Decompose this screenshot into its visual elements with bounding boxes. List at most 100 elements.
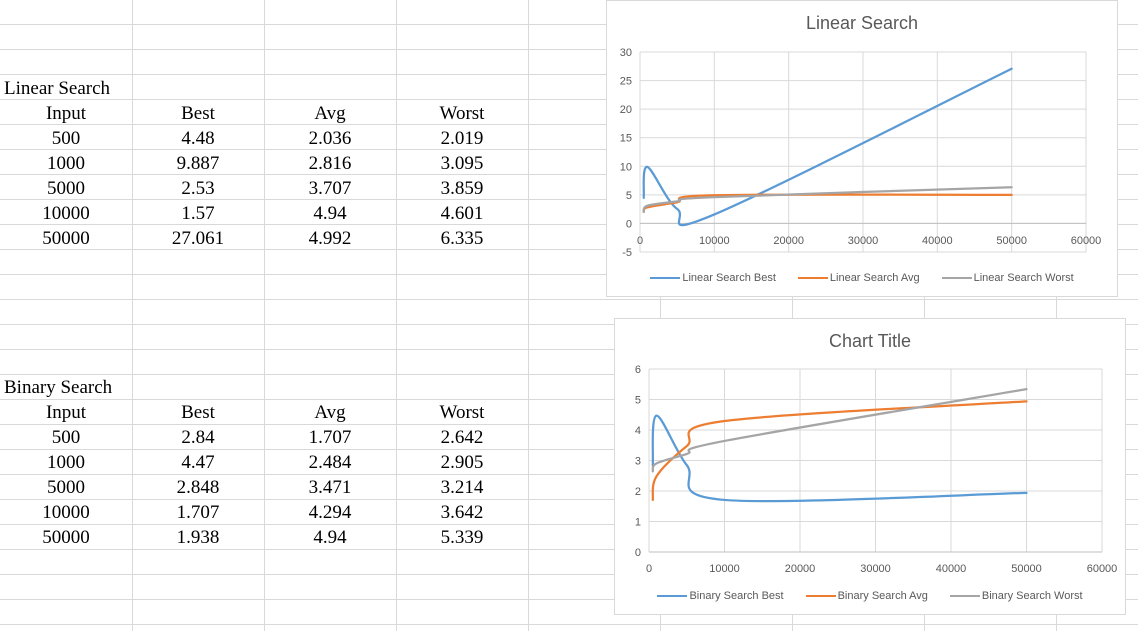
series-line (651, 388, 1028, 473)
table-cell[interactable]: 5.339 (440, 527, 484, 548)
x-tick-label: 60000 (1087, 563, 1118, 575)
table-cell[interactable]: 2.53 (181, 178, 215, 199)
table-cell[interactable]: 10000 (42, 203, 90, 224)
legend-swatch (797, 277, 828, 279)
sheet-column-line (528, 0, 529, 631)
sheet-column-line (396, 0, 397, 631)
table-cell[interactable]: 500 (51, 427, 81, 448)
table-cell[interactable]: 5000 (47, 477, 85, 498)
sheet-row-line (0, 74, 1138, 75)
table-cell[interactable]: 1.707 (308, 427, 352, 448)
table-cell[interactable]: 9.887 (176, 153, 220, 174)
sheet-row-line (0, 274, 1138, 275)
chart-title: Linear Search (805, 13, 919, 33)
table-cell[interactable]: 4.94 (313, 527, 347, 548)
sheet-column-line (264, 0, 265, 631)
table-cell[interactable]: 2.484 (308, 452, 352, 473)
y-tick-label: 4 (635, 425, 641, 437)
chart-legend: Linear Search Best Linear Search Avg Linea… (607, 272, 1117, 284)
table-cell[interactable]: 1.938 (176, 527, 220, 548)
sheet-row-line (0, 449, 1138, 450)
sheet-column-line (132, 0, 133, 631)
table-cell[interactable]: 3.214 (440, 477, 484, 498)
table-cell[interactable]: 1000 (47, 153, 85, 174)
table-cell[interactable]: 4.601 (440, 203, 484, 224)
linear-search-plot: -5 0 5 10 15 20 25 30 0 10000 20000 30000 40000 50000… (620, 47, 1102, 259)
table-cell[interactable]: 10000 (42, 502, 90, 523)
table-cell[interactable]: 4.94 (313, 203, 347, 224)
sheet-row-line (0, 599, 1138, 600)
legend-swatch (949, 595, 980, 597)
sheet-row-line (0, 424, 1138, 425)
table-cell[interactable]: 2.905 (440, 452, 484, 473)
binary-search-plot: 0 1 2 3 4 5 6 0 10000 20000 30000 40000 50000 60000 (635, 364, 1118, 575)
table-cell[interactable]: 3.471 (308, 477, 352, 498)
table-cell[interactable]: 50000 (42, 228, 90, 249)
table-cell[interactable]: 50000 (42, 527, 90, 548)
legend-item: Linear Search Best (650, 272, 776, 284)
sheet-row-line (0, 174, 1138, 175)
legend-label: Binary Search Worst (981, 590, 1083, 602)
table-cell[interactable]: 6.335 (440, 228, 484, 249)
table-cell[interactable]: 2.816 (308, 153, 352, 174)
table-cell[interactable]: 2.642 (440, 427, 484, 448)
sheet-row-line (0, 399, 1138, 400)
table-header-cell[interactable]: Avg (314, 402, 346, 423)
table-cell[interactable]: 2.019 (440, 128, 484, 149)
series-line (651, 414, 1028, 503)
linear-table-title[interactable]: Linear Search (4, 78, 111, 99)
table-cell[interactable]: 1.707 (176, 502, 220, 523)
y-tick-label: 25 (620, 76, 632, 88)
table-cell[interactable]: 500 (51, 128, 81, 149)
x-tick-label: 50000 (996, 235, 1027, 247)
sheet-row-line (0, 349, 1138, 350)
table-cell[interactable]: 1.57 (181, 203, 215, 224)
legend-item: Linear Search Avg (797, 272, 920, 284)
table-header-cell[interactable]: Worst (439, 103, 485, 124)
y-tick-label: -5 (622, 247, 632, 259)
table-cell[interactable]: 1000 (47, 452, 85, 473)
table-cell[interactable]: 2.848 (176, 477, 220, 498)
x-tick-label: 60000 (1071, 235, 1102, 247)
linear-search-chart[interactable]: Linear Search -5 0 5 10 15 20 25 30 0 10000 20000 3… (606, 0, 1118, 297)
legend-swatch (941, 277, 972, 279)
table-cell[interactable]: 2.84 (181, 427, 215, 448)
table-cell[interactable]: 4.992 (308, 228, 352, 249)
table-header-cell[interactable]: Best (181, 402, 215, 423)
x-tick-label: 40000 (922, 235, 953, 247)
y-tick-label: 20 (620, 104, 632, 116)
sheet-row-line (0, 249, 1138, 250)
x-tick-label: 50000 (1011, 563, 1042, 575)
table-cell[interactable]: 27.061 (171, 228, 225, 249)
table-cell[interactable]: 3.642 (440, 502, 484, 523)
table-cell[interactable]: 3.859 (440, 178, 484, 199)
sheet-row-line (0, 499, 1138, 500)
x-tick-label: 20000 (773, 235, 804, 247)
legend-item: Binary Search Best (657, 590, 784, 602)
table-cell[interactable]: 4.48 (181, 128, 215, 149)
sheet-row-line (0, 549, 1138, 550)
table-header-cell[interactable]: Avg (314, 103, 346, 124)
table-cell[interactable]: 4.47 (181, 452, 215, 473)
legend-swatch (657, 595, 688, 597)
legend-label: Linear Search Best (682, 272, 776, 284)
table-cell[interactable]: 3.707 (308, 178, 352, 199)
sheet-row-line (0, 324, 1138, 325)
binary-search-chart[interactable]: Chart Title 0 1 2 3 4 5 6 0 10000 20000 30000 40000… (614, 318, 1126, 615)
table-header-cell[interactable]: Best (181, 103, 215, 124)
table-header-cell[interactable]: Input (45, 103, 87, 124)
table-cell[interactable]: 3.095 (440, 153, 484, 174)
legend-label: Binary Search Avg (837, 590, 928, 602)
table-cell[interactable]: 5000 (47, 178, 85, 199)
y-tick-label: 2 (635, 486, 641, 498)
sheet-row-line (0, 624, 1138, 625)
sheet-row-line (0, 524, 1138, 525)
legend-item: Linear Search Worst (941, 272, 1074, 284)
table-cell[interactable]: 2.036 (308, 128, 352, 149)
sheet-column-line (660, 0, 661, 631)
sheet-row-line (0, 574, 1138, 575)
binary-table-title[interactable]: Binary Search (4, 377, 113, 398)
table-header-cell[interactable]: Input (45, 402, 87, 423)
table-cell[interactable]: 4.294 (308, 502, 352, 523)
table-header-cell[interactable]: Worst (439, 402, 485, 423)
